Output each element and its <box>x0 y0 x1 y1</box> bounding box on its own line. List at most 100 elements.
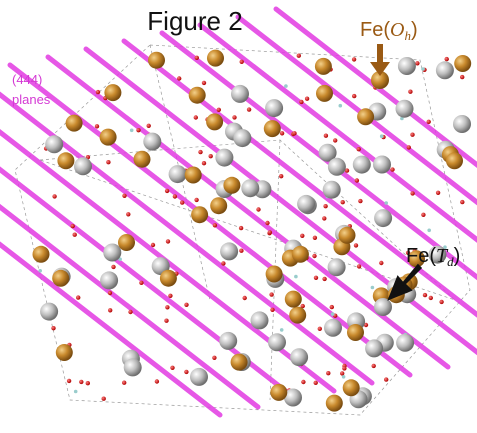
fe-td-atom <box>398 57 416 75</box>
fe-oh-atom <box>315 58 332 75</box>
fe-oh-atom <box>52 270 69 287</box>
small-atom <box>331 312 335 316</box>
fe-td-atom <box>436 61 454 79</box>
fe-oh-atom <box>191 206 208 223</box>
oxygen-atom <box>86 381 90 385</box>
fe-td-atom <box>328 258 346 276</box>
fe-td-atom <box>124 358 142 376</box>
oxygen-atom <box>243 296 247 300</box>
oxygen-atom <box>410 133 414 137</box>
fe-oh-atom <box>104 84 121 101</box>
oxygen-atom <box>326 371 330 375</box>
oxygen-atom <box>164 319 168 323</box>
oxygen-atom <box>73 233 77 237</box>
fe-td-atom <box>251 311 269 329</box>
oxygen-atom <box>122 381 126 385</box>
oxygen-atom <box>96 90 100 94</box>
fe-td-atom <box>328 158 346 176</box>
oxygen-atom <box>312 254 316 258</box>
small-atom <box>38 269 42 273</box>
oxygen-atom <box>194 115 198 119</box>
oxygen-atom <box>318 327 322 331</box>
oxygen-atom <box>357 264 361 268</box>
oxygen-atom <box>67 379 71 383</box>
oxygen-atom <box>79 380 83 384</box>
oxygen-atom <box>76 295 80 299</box>
oxygen-atom <box>300 234 304 238</box>
oxygen-atom <box>323 204 327 208</box>
fe-td-atom <box>396 100 414 118</box>
fe-oh-atom <box>206 113 223 130</box>
oxygen-atom <box>324 134 328 138</box>
fe-oh-atom <box>270 384 287 401</box>
fe-td-atom <box>231 85 249 103</box>
fe-oh-atom <box>57 152 74 169</box>
oxygen-atom <box>177 76 181 80</box>
small-atom <box>130 129 134 133</box>
oxygen-atom <box>136 128 140 132</box>
oxygen-atom <box>314 276 318 280</box>
fe-oh-atom <box>148 52 165 69</box>
oxygen-atom <box>95 124 99 128</box>
fe-td-atom <box>324 319 342 337</box>
fe-oh-atom <box>210 197 227 214</box>
oxygen-atom <box>165 189 169 193</box>
planes-label: planes <box>12 92 51 107</box>
fe-td-atom <box>396 334 414 352</box>
oxygen-atom <box>357 147 361 151</box>
small-atom <box>342 375 346 379</box>
fe-td-atom <box>100 271 118 289</box>
oxygen-atom <box>341 200 345 204</box>
oh-arrow <box>370 44 390 76</box>
oxygen-atom <box>333 138 337 142</box>
small-atom <box>380 134 384 138</box>
fe-oh-atom <box>347 324 364 341</box>
oxygen-atom <box>384 377 388 381</box>
fe-oh-atom <box>185 167 202 184</box>
fe-oh-atom <box>66 115 83 132</box>
fe-td-atom <box>40 303 58 321</box>
oxygen-atom <box>202 161 206 165</box>
oxygen-atom <box>415 61 419 65</box>
oxygen-atom <box>408 90 412 94</box>
fe-td-atom <box>103 244 121 262</box>
fe-td-atom <box>374 209 392 227</box>
fe-td-atom <box>353 156 371 174</box>
fe-td-atom <box>297 195 315 213</box>
oxygen-atom <box>460 75 464 79</box>
fe-td-atom <box>373 156 391 174</box>
oxygen-atom <box>292 131 296 135</box>
fe-oh-atom <box>343 379 360 396</box>
oxygen-atom <box>269 292 273 296</box>
oxygen-atom <box>270 308 274 312</box>
plane <box>200 25 477 335</box>
oxygen-atom <box>180 200 184 204</box>
oxygen-atom <box>439 300 443 304</box>
oxygen-atom <box>423 293 427 297</box>
small-atom <box>339 104 343 108</box>
oxygen-atom <box>166 239 170 243</box>
oxygen-atom <box>314 381 318 385</box>
oxygen-atom <box>352 57 356 61</box>
oxygen-atom <box>232 115 236 119</box>
fe-td-atom <box>220 242 238 260</box>
label-part: Fe( <box>360 19 390 41</box>
fe-oh-atom <box>231 354 248 371</box>
small-atom <box>427 229 431 233</box>
oxygen-atom <box>126 212 130 216</box>
fe-td-atom <box>190 368 208 386</box>
fe-oh-atom <box>339 227 356 244</box>
fe-oh-atom <box>446 152 463 169</box>
fe-oh-atom <box>454 55 471 72</box>
fe-td-atom <box>74 157 92 175</box>
fe-oh-atom <box>316 85 333 102</box>
fe-oh-atom <box>160 270 177 287</box>
oxygen-atom <box>280 131 284 135</box>
oxygen-atom <box>354 243 358 247</box>
oxygen-atom <box>122 194 126 198</box>
label-part: ) <box>411 19 418 41</box>
oxygen-atom <box>195 56 199 60</box>
oxygen-atom <box>247 107 251 111</box>
fe-oh-atom <box>292 246 309 263</box>
oxygen-atom <box>111 265 115 269</box>
